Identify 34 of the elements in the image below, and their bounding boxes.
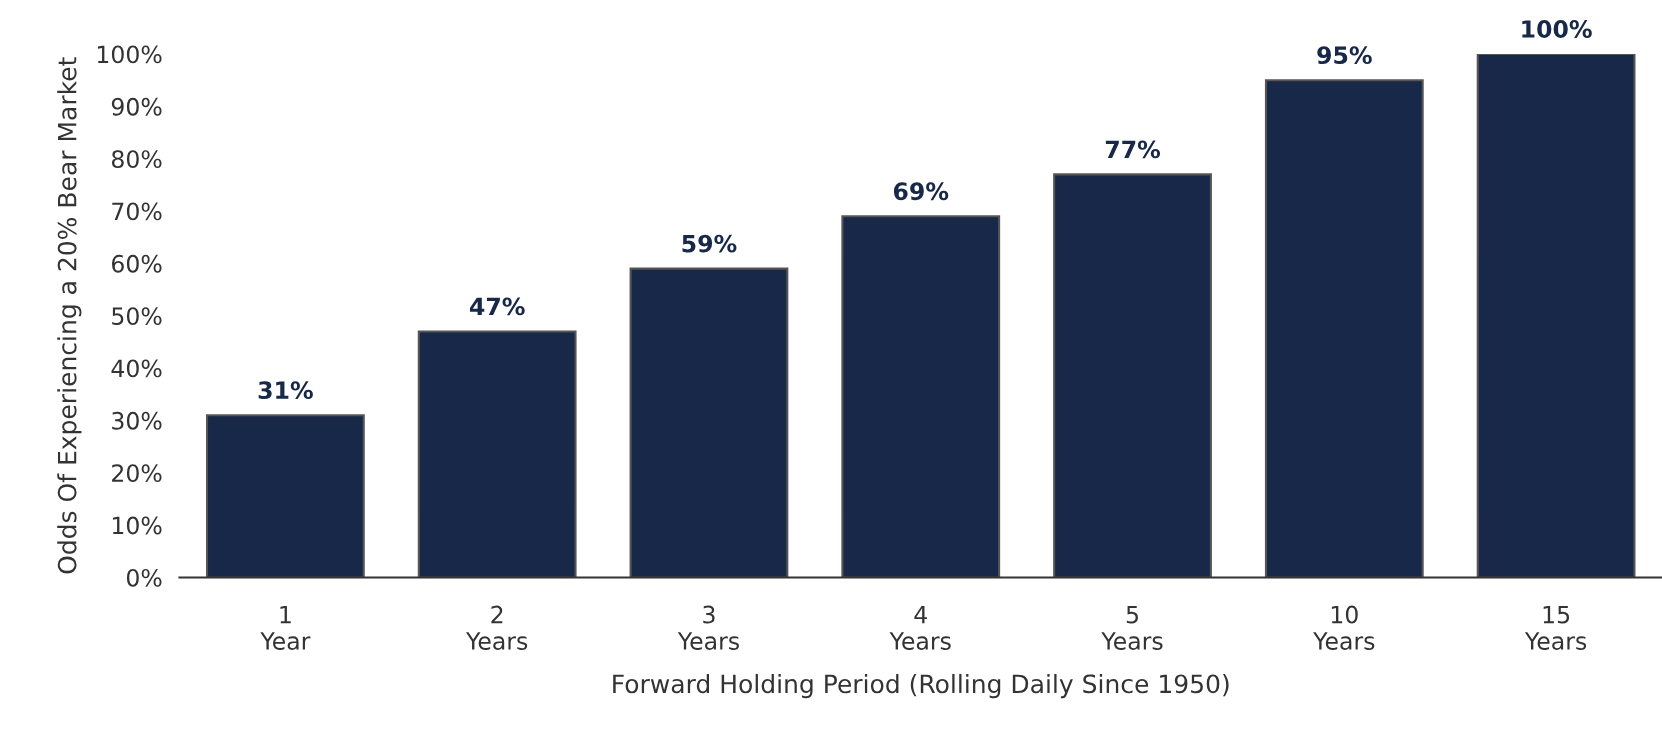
y-axis-title: Odds Of Experiencing a 20% Bear Market <box>57 57 82 574</box>
bar <box>1053 173 1212 578</box>
bar <box>841 215 1001 578</box>
y-tick-label: 60% <box>112 254 162 273</box>
bar <box>205 414 365 578</box>
y-tick-label: 10% <box>112 516 162 535</box>
y-tick-label: 30% <box>112 411 162 430</box>
x-tick-label: 3 Years <box>677 605 739 650</box>
x-tick-label: 15 Years <box>1524 605 1587 650</box>
y-tick-label: 50% <box>112 307 162 326</box>
x-tick-label: 1 Year <box>260 605 311 650</box>
x-axis-title: Forward Holding Period (Rolling Daily Since 1950) <box>613 673 1229 699</box>
y-tick-label: 70% <box>112 202 162 221</box>
y-tick-label: 40% <box>111 359 162 378</box>
bar <box>629 267 789 578</box>
y-tick-label: 20% <box>112 464 162 483</box>
data-label: 95% <box>1317 46 1372 65</box>
bar <box>417 330 577 578</box>
y-tick-label: 100% <box>97 45 162 64</box>
x-tick-label: 2 Years <box>465 605 528 650</box>
y-tick-label: 0% <box>126 568 162 587</box>
y-tick-label: 80% <box>111 150 162 169</box>
data-label: 77% <box>1105 140 1161 159</box>
data-label: 47% <box>469 297 525 316</box>
bar <box>1264 79 1424 578</box>
data-label: 100% <box>1522 20 1592 38</box>
x-tick-label: 4 Years <box>889 605 951 650</box>
x-tick-label: 5 Years <box>1101 605 1163 650</box>
data-label: 31% <box>258 381 313 400</box>
bar <box>1476 54 1636 578</box>
data-label: 59% <box>682 234 737 253</box>
y-tick-label: 90% <box>111 97 162 116</box>
x-tick-label: 10 Years <box>1313 605 1375 650</box>
data-label: 69% <box>893 182 949 201</box>
